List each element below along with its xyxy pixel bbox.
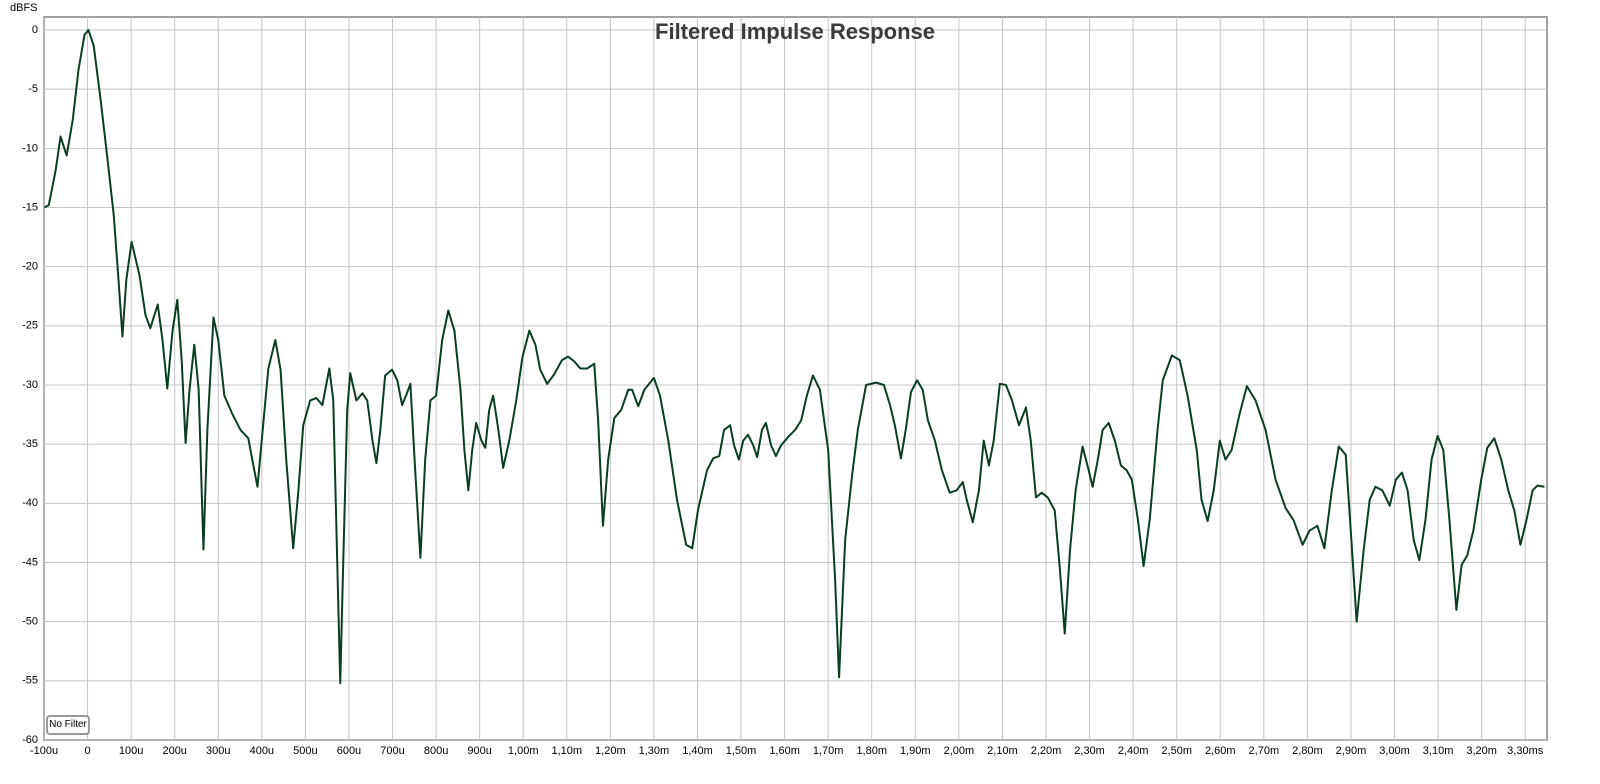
y-tick-label: -45: [22, 556, 38, 568]
x-tick-label: 1,80m: [856, 745, 887, 757]
x-tick-label: 2,50m: [1161, 745, 1192, 757]
line-series: [43, 29, 1545, 685]
y-tick-label: -30: [22, 379, 38, 391]
x-tick-label: 1,40m: [682, 745, 713, 757]
filter-button[interactable]: No Filter: [46, 715, 90, 735]
x-tick-label: 2,90m: [1336, 745, 1367, 757]
y-tick-label: -50: [22, 616, 38, 628]
x-tick-label: 800u: [424, 745, 448, 757]
x-tick-label: 200u: [162, 745, 186, 757]
y-tick-label: -25: [22, 320, 38, 332]
x-tick-label: 500u: [293, 745, 317, 757]
y-tick-label: -10: [22, 142, 38, 154]
x-tick-label: 400u: [250, 745, 274, 757]
y-tick-label: -15: [22, 201, 38, 213]
x-tick-label: 1,30m: [639, 745, 670, 757]
x-tick-label: 2,10m: [987, 745, 1018, 757]
x-tick-label: 3,00m: [1379, 745, 1410, 757]
x-tick-label: 2,40m: [1118, 745, 1149, 757]
x-tick-label: 1,00m: [508, 745, 539, 757]
x-tick-label: 1,20m: [595, 745, 626, 757]
plot-area: [43, 16, 1548, 741]
y-axis-label: dBFS: [10, 2, 38, 14]
x-tick-label: 1,70m: [813, 745, 844, 757]
x-tick-label: 900u: [467, 745, 491, 757]
y-tick-label: -40: [22, 497, 38, 509]
y-tick-label: 0: [32, 24, 38, 36]
y-tick-label: -20: [22, 261, 38, 273]
y-tick-label: -35: [22, 438, 38, 450]
x-tick-label: 0: [85, 745, 91, 757]
x-tick-label: 1,60m: [769, 745, 800, 757]
y-tick-label: -60: [22, 734, 38, 746]
x-tick-label: 2,60m: [1205, 745, 1236, 757]
x-tick-label: -100u: [30, 745, 58, 757]
x-tick-label: 2,70m: [1249, 745, 1280, 757]
x-tick-label: 100u: [119, 745, 143, 757]
y-tick-label: -55: [22, 675, 38, 687]
x-tick-label: 600u: [337, 745, 361, 757]
x-tick-label: 3,30ms: [1507, 745, 1544, 757]
y-tick-label: -5: [28, 83, 38, 95]
x-tick-label: 2,20m: [1031, 745, 1062, 757]
x-tick-label: 1,50m: [726, 745, 757, 757]
x-tick-label: 2,30m: [1074, 745, 1105, 757]
x-tick-label: 2,00m: [944, 745, 975, 757]
x-tick-label: 3,20m: [1466, 745, 1497, 757]
x-tick-label: 700u: [380, 745, 404, 757]
x-tick-label: 2,80m: [1292, 745, 1323, 757]
x-tick-label: 1,10m: [551, 745, 582, 757]
x-tick-label: 3,10m: [1423, 745, 1454, 757]
x-tick-label: 1,90m: [900, 745, 931, 757]
x-tick-label: 300u: [206, 745, 230, 757]
chart-title: Filtered Impulse Response: [655, 19, 935, 44]
